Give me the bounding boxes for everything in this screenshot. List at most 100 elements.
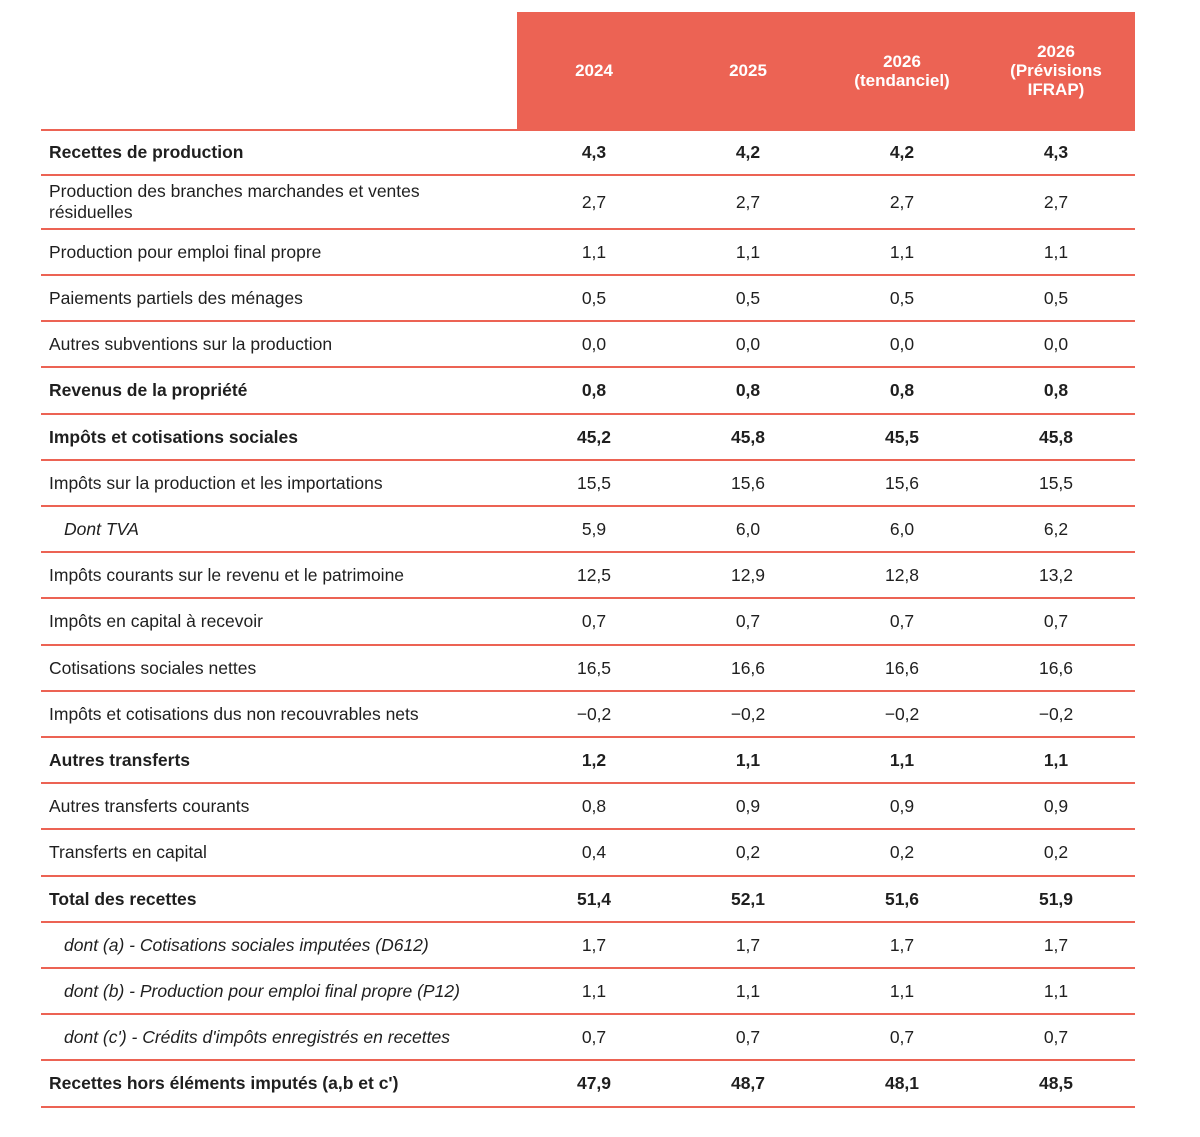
table-row: Transferts en capital 0,4 0,2 0,2 0,2 xyxy=(41,830,1135,877)
table-cell: 45,8 xyxy=(1038,426,1074,447)
table-cell: 1,1 xyxy=(889,749,915,770)
column-header-2026-ifrap: 2026 (Prévisions IFRAP) xyxy=(1010,42,1102,99)
table-cell: 4,3 xyxy=(581,142,607,162)
table-cell: 1,7 xyxy=(581,934,607,955)
table-row: Revenus de la propriété 0,8 0,8 0,8 0,8 xyxy=(41,368,1135,415)
table-cell: 4,3 xyxy=(1043,142,1069,162)
table-row: Autres transferts 1,2 1,1 1,1 1,1 xyxy=(41,738,1135,784)
table-cell: 51,6 xyxy=(884,888,920,909)
table-cell: 0,7 xyxy=(1043,1026,1069,1047)
row-label: Cotisations sociales nettes xyxy=(49,657,257,678)
table-cell: −0,2 xyxy=(884,703,920,724)
table-cell: 0,8 xyxy=(581,380,607,400)
row-label: Impôts et cotisations dus non recouvrabl… xyxy=(49,703,419,724)
table-cell: 0,2 xyxy=(1043,842,1069,862)
row-label: dont (a) - Cotisations sociales imputées… xyxy=(64,934,429,955)
table-row: Total des recettes 51,4 52,1 51,6 51,9 xyxy=(41,877,1135,923)
table-cell: 1,1 xyxy=(1043,241,1069,262)
table-cell: 52,1 xyxy=(730,888,766,909)
table-cell: 45,8 xyxy=(730,426,766,447)
table-cell: 0,5 xyxy=(735,287,761,308)
table-cell: 0,8 xyxy=(889,380,915,400)
table-cell: 48,7 xyxy=(730,1073,766,1093)
row-label: Impôts en capital à recevoir xyxy=(49,611,263,631)
table-cell: 1,1 xyxy=(889,980,915,1001)
table-cell: 0,7 xyxy=(735,1026,761,1047)
row-label: Impôts sur la production et les importat… xyxy=(49,472,383,493)
table-cell: 45,5 xyxy=(884,426,920,447)
table-cell: 0,0 xyxy=(581,333,607,354)
table-cell: 1,7 xyxy=(889,934,915,955)
header-band xyxy=(517,12,1135,129)
table-cell: 1,1 xyxy=(889,241,915,262)
table-cell: 47,9 xyxy=(576,1073,612,1093)
table-cell: 51,4 xyxy=(576,888,612,909)
header-divider xyxy=(41,129,1135,131)
table-row: Impôts sur la production et les importat… xyxy=(41,461,1135,507)
table-cell: 12,9 xyxy=(730,564,766,585)
table-header: 2024 2025 2026 (tendanciel) 2026 (Prévis… xyxy=(41,12,1135,129)
table-cell: 1,7 xyxy=(1043,934,1069,955)
table-cell: 5,9 xyxy=(581,518,607,539)
table-cell: −0,2 xyxy=(576,703,612,724)
table-cell: 0,4 xyxy=(581,842,607,862)
table-cell: 15,5 xyxy=(576,472,612,493)
table-cell: 1,1 xyxy=(581,241,607,262)
table-cell: 15,6 xyxy=(884,472,920,493)
row-label: Transferts en capital xyxy=(49,842,207,862)
table-cell: 16,6 xyxy=(1038,657,1074,678)
table-row: Recettes hors éléments imputés (a,b et c… xyxy=(41,1061,1135,1108)
row-label: Impôts et cotisations sociales xyxy=(49,426,298,447)
table-cell: 45,2 xyxy=(576,426,612,447)
table-cell: 0,7 xyxy=(1043,611,1069,631)
table-cell: 0,7 xyxy=(735,611,761,631)
table-cell: 0,9 xyxy=(735,795,761,816)
table-cell: 0,9 xyxy=(1043,795,1069,816)
column-header-2026-tendanciel: 2026 (tendanciel) xyxy=(854,51,950,90)
table-cell: 2,7 xyxy=(1043,191,1069,212)
table-cell: 0,8 xyxy=(735,380,761,400)
row-label: dont (b) - Production pour emploi final … xyxy=(64,980,460,1001)
table-cell: 1,1 xyxy=(735,980,761,1001)
table-cell: 4,2 xyxy=(735,142,761,162)
row-label: Autres transferts xyxy=(49,749,191,770)
table-cell: 0,8 xyxy=(1043,380,1069,400)
table-row: Recettes de production 4,3 4,2 4,2 4,3 xyxy=(41,131,1135,176)
table-cell: 0,2 xyxy=(889,842,915,862)
table-cell: 6,0 xyxy=(735,518,761,539)
table-row: Impôts et cotisations sociales 45,2 45,8 45… xyxy=(41,415,1135,461)
row-label: Production pour emploi final propre xyxy=(49,241,322,262)
table-cell: 0,8 xyxy=(581,795,607,816)
table-cell: 51,9 xyxy=(1038,888,1074,909)
table-row: Impôts et cotisations dus non recouvrabl… xyxy=(41,692,1135,738)
table-cell: 0,5 xyxy=(581,287,607,308)
table-cell: 12,5 xyxy=(576,564,612,585)
row-label: Impôts courants sur le revenu et le patr… xyxy=(49,564,405,585)
row-label: Revenus de la propriété xyxy=(49,380,248,400)
table-cell: 2,7 xyxy=(889,191,915,212)
data-table: 2024 2025 2026 (tendanciel) 2026 (Prévis… xyxy=(41,12,1135,1108)
table-cell: 48,5 xyxy=(1038,1073,1074,1093)
table-cell: 0,0 xyxy=(889,333,915,354)
table-cell: 16,6 xyxy=(884,657,920,678)
table-row: Impôts courants sur le revenu et le patr… xyxy=(41,553,1135,599)
table-row: dont (b) - Production pour emploi final … xyxy=(41,969,1135,1015)
table-cell: 16,5 xyxy=(576,657,612,678)
row-label: Autres subventions sur la production xyxy=(49,333,333,354)
table-cell: 15,6 xyxy=(730,472,766,493)
table-row: Autres subventions sur la production 0,0 0… xyxy=(41,322,1135,368)
table-row: Paiements partiels des ménages 0,5 0,5 0,5 0… xyxy=(41,276,1135,322)
row-label: Production des branches marchandes et ve… xyxy=(49,181,420,222)
table-cell: 1,1 xyxy=(1043,980,1069,1001)
table-cell: 0,2 xyxy=(735,842,761,862)
table-cell: 1,7 xyxy=(735,934,761,955)
table-row: Impôts en capital à recevoir 0,7 0,7 0,7 0,7 xyxy=(41,599,1135,646)
table-cell: 0,0 xyxy=(1043,333,1069,354)
table-cell: 1,1 xyxy=(735,749,761,770)
table-cell: 1,1 xyxy=(581,980,607,1001)
table-cell: 0,5 xyxy=(889,287,915,308)
table-cell: 0,7 xyxy=(889,1026,915,1047)
table-row: Production pour emploi final propre 1,1 1,… xyxy=(41,230,1135,276)
table-cell: 1,1 xyxy=(1043,749,1069,770)
column-header-2024: 2024 xyxy=(575,61,613,80)
